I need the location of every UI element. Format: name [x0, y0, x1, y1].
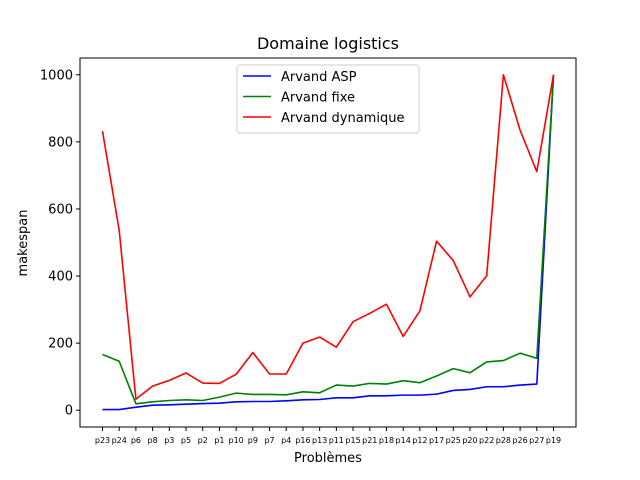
x-tick-label: p19: [546, 436, 561, 445]
series-line-3: [101, 73, 555, 400]
y-tick-label: 0: [65, 404, 73, 419]
y-axis-label: makespan: [16, 210, 31, 277]
y-tick-label: 800: [48, 135, 73, 150]
x-tick-label: p23: [95, 436, 110, 445]
x-tick-label: p25: [446, 436, 461, 445]
plot-area-frame: [79, 57, 577, 428]
x-tick-label: p9: [248, 436, 258, 445]
x-tick-label: p28: [496, 436, 511, 445]
x-tick-label: p20: [462, 436, 477, 445]
series-line-2: [102, 74, 555, 405]
x-tick-label: p4: [281, 436, 291, 445]
x-tick-label: p18: [379, 436, 394, 445]
x-tick-label: p5: [181, 436, 191, 445]
legend-label-2: Arvand fixe: [281, 91, 355, 106]
x-tick-label: p26: [512, 436, 527, 445]
y-tick-label: 1000: [40, 68, 73, 83]
legend-label-3: Arvand dynamique: [281, 111, 404, 126]
x-tick-label: p3: [164, 436, 174, 445]
legend-frame: [236, 64, 420, 134]
x-tick-label: p10: [228, 436, 243, 445]
chart-title: Domaine logistics: [257, 34, 399, 53]
x-tick-label: p12: [412, 436, 427, 445]
series-line-1: [102, 74, 555, 411]
legend: Arvand ASP Arvand fixe Arvand dynamique: [236, 64, 420, 134]
x-tick-label: p17: [429, 436, 444, 445]
x-tick-label: p1: [214, 436, 224, 445]
x-tick-label: p2: [198, 436, 208, 445]
x-axis-label: Problèmes: [294, 451, 362, 466]
x-tick-label: p24: [112, 436, 127, 445]
x-tick-label: p7: [264, 436, 274, 445]
y-tick-label: 600: [48, 202, 73, 217]
x-tick-label: p16: [295, 436, 310, 445]
x-tick-label: p13: [312, 436, 327, 445]
y-tick-label: 200: [48, 337, 73, 352]
x-tick-label: p8: [148, 436, 158, 445]
x-tick-label: p6: [131, 436, 141, 445]
legend-label-1: Arvand ASP: [281, 70, 357, 85]
x-tick-label: p14: [396, 436, 411, 445]
x-tick-label: p15: [345, 436, 360, 445]
x-tick-label: p11: [329, 436, 344, 445]
y-tick-label: 400: [48, 270, 73, 285]
x-tick-label: p21: [362, 436, 377, 445]
x-tick-label: p22: [479, 436, 494, 445]
x-tick-label: p27: [529, 436, 544, 445]
